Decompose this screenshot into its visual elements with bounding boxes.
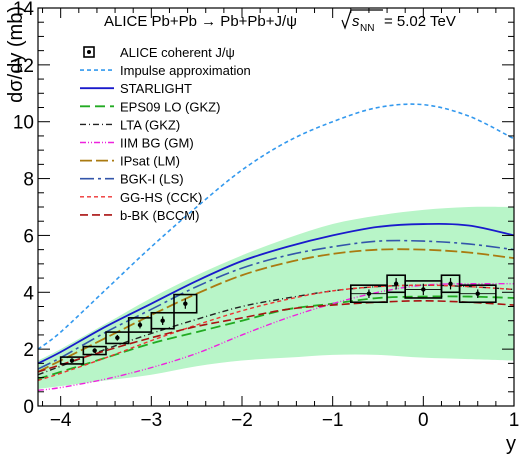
data-marker bbox=[115, 335, 120, 340]
y-tick-label: 6 bbox=[23, 226, 34, 247]
energy-value: = 5.02 TeV bbox=[384, 13, 456, 30]
legend-label: ALICE coherent J/ψ bbox=[120, 45, 235, 60]
legend-entry-8: b-BK (BCCM) bbox=[80, 208, 199, 223]
legend-entry-3: LTA (GKZ) bbox=[80, 117, 180, 132]
y-tick-label: 2 bbox=[23, 340, 34, 361]
series-line-7 bbox=[38, 284, 514, 382]
series-line-1 bbox=[38, 223, 514, 365]
data-marker bbox=[137, 322, 143, 328]
data-marker bbox=[393, 281, 399, 286]
legend-label: BGK-I (LS) bbox=[120, 172, 184, 187]
syst-box bbox=[105, 331, 130, 345]
legend-entry-1: STARLIGHT bbox=[80, 81, 192, 96]
series-line-3 bbox=[38, 284, 514, 376]
legend-entry-0: Impulse approximation bbox=[80, 63, 251, 78]
y-tick-label: 0 bbox=[23, 397, 34, 418]
series-line-6 bbox=[38, 239, 514, 370]
legend-entry-5: IPsat (LM) bbox=[80, 154, 180, 169]
legend-label: IIM BG (GM) bbox=[120, 136, 194, 151]
series-line-2 bbox=[38, 295, 514, 380]
data-marker bbox=[69, 358, 75, 363]
data-point-0 bbox=[59, 356, 85, 365]
legend-label: IPsat (LM) bbox=[120, 154, 180, 169]
data-point-10 bbox=[458, 284, 497, 304]
y-tick-label: 12 bbox=[13, 56, 34, 77]
sqrt-subscript: NN bbox=[360, 23, 374, 34]
legend-entry-4: IIM BG (GM) bbox=[80, 136, 194, 151]
legend-syst-box bbox=[83, 46, 95, 58]
sqrt-symbol bbox=[341, 9, 383, 30]
data-point-9 bbox=[440, 274, 461, 294]
y-tick-label: 8 bbox=[23, 170, 34, 191]
x-tick-label: −2 bbox=[231, 410, 253, 431]
legend-entry-7: GG-HS (CCK) bbox=[80, 190, 202, 205]
syst-box bbox=[440, 274, 461, 294]
data-point-4 bbox=[150, 311, 175, 330]
series-line-0 bbox=[38, 103, 514, 350]
y-tick-label: 10 bbox=[13, 113, 34, 134]
syst-box bbox=[150, 311, 175, 330]
data-marker bbox=[421, 287, 426, 292]
legend-entry-data: ALICE coherent J/ψ bbox=[83, 45, 235, 60]
legend-label: EPS09 LO (GKZ) bbox=[120, 99, 220, 114]
chart-title: ALICE Pb+Pb → Pb+Pb+J/ψ bbox=[104, 13, 297, 30]
x-axis-title: y bbox=[506, 433, 516, 455]
series-line-8 bbox=[38, 300, 514, 373]
data-marker bbox=[475, 291, 480, 296]
x-tick-label: −1 bbox=[322, 410, 344, 431]
legend-label: Impulse approximation bbox=[120, 63, 251, 78]
energy-label: s NN = 5.02 TeV bbox=[341, 9, 456, 34]
syst-box bbox=[173, 293, 198, 314]
legend-entry-2: EPS09 LO (GKZ) bbox=[80, 99, 220, 114]
data-point-1 bbox=[82, 345, 107, 356]
data-point-5 bbox=[173, 293, 198, 314]
data-marker bbox=[448, 281, 453, 286]
data-marker bbox=[366, 291, 372, 296]
series-line-4 bbox=[38, 282, 514, 392]
data-marker bbox=[92, 348, 97, 353]
x-tick-label: 0 bbox=[418, 410, 429, 431]
data-marker bbox=[183, 301, 188, 306]
y-axis-title: dσ/dy (mb) bbox=[5, 6, 27, 103]
legend-label: LTA (GKZ) bbox=[120, 117, 180, 132]
series-line-5 bbox=[38, 248, 514, 373]
uncertainty-band bbox=[38, 206, 514, 389]
sqrt-argument: s bbox=[352, 13, 360, 30]
x-tick-label: 1 bbox=[509, 410, 520, 431]
legend-label: GG-HS (CCK) bbox=[120, 190, 202, 205]
syst-box bbox=[82, 345, 107, 356]
legend-label: STARLIGHT bbox=[120, 81, 192, 96]
data-marker bbox=[160, 318, 165, 323]
y-tick-label: 14 bbox=[13, 0, 35, 20]
x-tick-label: −3 bbox=[140, 410, 162, 431]
x-tick-label: −4 bbox=[50, 410, 72, 431]
syst-box bbox=[59, 356, 85, 365]
legend-data-marker bbox=[87, 50, 91, 54]
y-tick-label: 4 bbox=[23, 283, 34, 304]
data-point-6 bbox=[349, 284, 388, 304]
legend-label: b-BK (BCCM) bbox=[120, 208, 199, 223]
data-point-2 bbox=[105, 331, 130, 345]
legend-entry-6: BGK-I (LS) bbox=[80, 172, 184, 187]
